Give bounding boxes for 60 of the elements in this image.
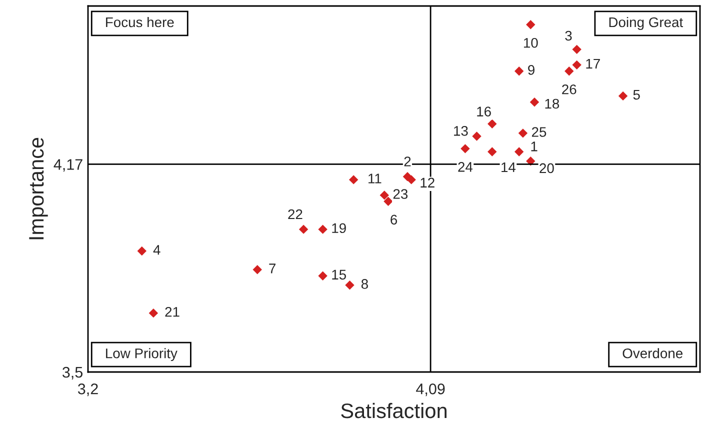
annotation: 4 [153,245,160,255]
annotation: 24 [458,162,473,172]
x-tick-label: 4,09 [416,384,445,396]
point [564,66,574,76]
annotation: 13 [454,126,468,136]
annotation: 14 [502,162,516,172]
point [384,196,393,206]
point [518,128,528,138]
x-axis-title: Satisfaction [341,402,446,418]
point [348,175,358,184]
y-tick-label: 3,5 [62,366,82,380]
annotation: 12 [420,178,434,188]
annotation: 6 [390,214,398,225]
annotation: 11 [368,174,382,184]
point [318,224,328,234]
annotation: 15 [332,270,346,280]
point [406,175,416,184]
annotation: 9 [528,65,534,75]
annotation: 16 [477,106,491,116]
x-tick-label: 3,2 [78,384,98,396]
point [526,20,536,30]
point [137,246,146,256]
annotation: 23 [393,189,408,199]
point [472,132,482,141]
y-tick-label: 4,17 [54,159,82,172]
point [252,265,262,274]
annotation: 8 [361,279,368,289]
point [345,280,354,290]
point [514,147,524,156]
point [488,147,497,156]
point [148,308,158,318]
point [572,44,582,54]
annotation: 17 [586,58,600,69]
annotation: 7 [269,264,276,274]
annotation: 25 [532,127,546,137]
annotation: 26 [562,84,576,94]
point [298,224,308,234]
point [318,271,328,280]
annotation: 19 [332,223,346,234]
annotation: 2 [404,156,411,166]
annotation: Doing Great [609,16,684,30]
point [460,144,470,154]
annotation: 18 [545,98,560,109]
annotation: 21 [165,306,180,317]
point [514,66,524,76]
point [618,91,628,101]
point [572,60,582,70]
annotation: Overdone [622,348,682,358]
annotation: Low Priority [106,348,178,362]
point [530,98,540,107]
annotation: 3 [565,30,572,41]
y-axis-title: Importance [29,138,48,240]
annotation: 20 [540,163,554,174]
annotation: 1 [531,142,538,152]
point [488,119,497,128]
point [380,190,389,200]
annotation: Focus here [106,16,174,28]
annotation: 10 [524,38,538,48]
annotation: 22 [288,209,302,220]
annotation: 5 [633,90,640,100]
